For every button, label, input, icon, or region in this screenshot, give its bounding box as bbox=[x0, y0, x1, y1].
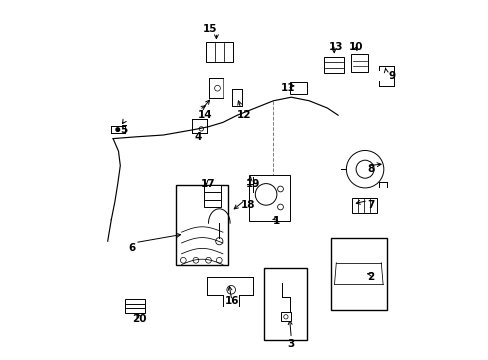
Text: 16: 16 bbox=[224, 296, 239, 306]
Text: 8: 8 bbox=[366, 164, 373, 174]
Text: 7: 7 bbox=[366, 200, 373, 210]
Text: 14: 14 bbox=[197, 110, 212, 120]
Text: 13: 13 bbox=[328, 42, 343, 52]
Text: 19: 19 bbox=[246, 179, 260, 189]
Text: 5: 5 bbox=[120, 125, 127, 135]
Bar bbox=[280, 312, 291, 321]
Bar bbox=[248, 175, 290, 221]
Bar bbox=[350, 54, 367, 72]
Bar bbox=[289, 82, 306, 94]
Bar bbox=[351, 198, 376, 213]
Bar bbox=[205, 42, 232, 62]
Circle shape bbox=[116, 128, 120, 131]
Text: 6: 6 bbox=[128, 243, 136, 253]
Text: 11: 11 bbox=[280, 83, 294, 93]
Text: 3: 3 bbox=[287, 339, 294, 349]
Bar bbox=[264, 268, 307, 340]
Text: 12: 12 bbox=[237, 110, 251, 120]
Text: 9: 9 bbox=[387, 71, 395, 81]
Text: 10: 10 bbox=[348, 42, 363, 52]
Text: 4: 4 bbox=[194, 132, 201, 142]
Text: 15: 15 bbox=[203, 24, 217, 34]
Bar bbox=[323, 57, 343, 73]
Bar bbox=[330, 238, 386, 310]
Bar bbox=[124, 299, 144, 313]
Bar bbox=[176, 185, 228, 265]
Text: 20: 20 bbox=[132, 314, 146, 324]
Text: 18: 18 bbox=[241, 200, 255, 210]
Text: 17: 17 bbox=[201, 179, 216, 189]
Text: 2: 2 bbox=[366, 272, 373, 282]
Text: 1: 1 bbox=[273, 216, 280, 226]
Bar bbox=[204, 185, 221, 207]
